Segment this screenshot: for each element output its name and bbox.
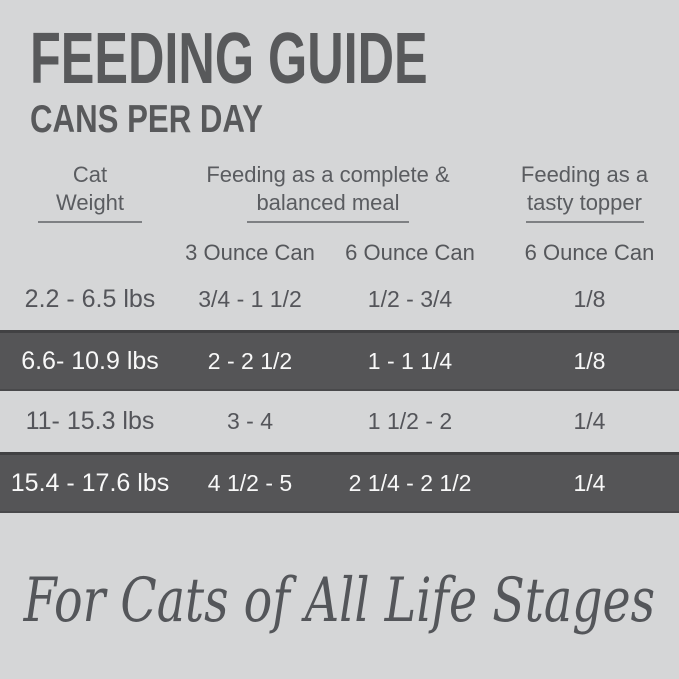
table-can-size-headers: 3 Ounce Can 6 Ounce Can 6 Ounce Can (0, 240, 679, 266)
column-group-tasty-topper: Feeding as a tasty topper (500, 161, 679, 223)
cell-weight-range: 11- 15.3 lbs (25, 407, 155, 435)
title-block: FEEDING GUIDE CANS PER DAY (0, 0, 679, 140)
table-row: 2.2 - 6.5 lbs 3/4 - 1 1/2 1/2 - 3/4 1/8 (0, 269, 679, 330)
cat-weight-label-line1: Cat (72, 162, 108, 187)
tasty-topper-underline (525, 221, 644, 223)
cell-weight-range: 6.6- 10.9 lbs (21, 346, 159, 375)
cat-weight-label-line2: Weight (55, 190, 125, 215)
cell-weight-range: 2.2 - 6.5 lbs (24, 285, 156, 313)
life-stages-tagline-text: For Cats of All Life Stages (23, 565, 656, 636)
cell-6oz-topper: 1/4 (573, 469, 606, 496)
complete-meal-label-line2: balanced meal (256, 190, 400, 215)
page-subtitle: CANS PER DAY (30, 98, 263, 141)
table-row: 6.6- 10.9 lbs 2 - 2 1/2 1 - 1 1/4 1/8 (0, 330, 679, 391)
can-header-3oz-meal: 3 Ounce Can (185, 240, 315, 265)
can-header-spacer (0, 240, 180, 266)
tasty-topper-label-line2: tasty topper (527, 190, 642, 215)
cell-3oz-meal: 3 - 4 (226, 408, 274, 434)
table-body: 2.2 - 6.5 lbs 3/4 - 1 1/2 1/2 - 3/4 1/8 … (0, 269, 679, 513)
cat-weight-underline (38, 221, 142, 223)
page-title: FEEDING GUIDE (30, 19, 428, 99)
table-row: 15.4 - 17.6 lbs 4 1/2 - 5 2 1/4 - 2 1/2 … (0, 452, 679, 513)
table-row: 11- 15.3 lbs 3 - 4 1 1/2 - 2 1/4 (0, 391, 679, 452)
cell-3oz-meal: 2 - 2 1/2 (207, 347, 293, 374)
cell-6oz-meal: 2 1/4 - 2 1/2 (348, 469, 472, 496)
cell-6oz-meal: 1/2 - 3/4 (367, 286, 453, 312)
cell-6oz-meal: 1 1/2 - 2 (367, 408, 453, 434)
can-header-6oz-meal: 6 Ounce Can (345, 240, 475, 265)
cell-3oz-meal: 3/4 - 1 1/2 (198, 286, 302, 312)
life-stages-tagline: For Cats of All Life Stages (0, 565, 679, 636)
cell-6oz-topper: 1/8 (573, 347, 606, 374)
cell-6oz-topper: 1/4 (573, 408, 606, 434)
column-group-complete-meal: Feeding as a complete & balanced meal (180, 161, 500, 223)
cell-3oz-meal: 4 1/2 - 5 (207, 469, 293, 496)
complete-meal-label-line1: Feeding as a complete & (206, 162, 450, 187)
can-header-6oz-topper: 6 Ounce Can (524, 240, 655, 265)
complete-meal-underline (247, 221, 409, 223)
cell-weight-range: 15.4 - 17.6 lbs (10, 468, 170, 497)
column-group-cat-weight: Cat Weight (0, 161, 180, 223)
cell-6oz-topper: 1/8 (573, 286, 606, 312)
table-column-group-headers: Cat Weight Feeding as a complete & balan… (0, 161, 679, 223)
tasty-topper-label-line1: Feeding as a (520, 162, 649, 187)
cell-6oz-meal: 1 - 1 1/4 (367, 347, 453, 374)
